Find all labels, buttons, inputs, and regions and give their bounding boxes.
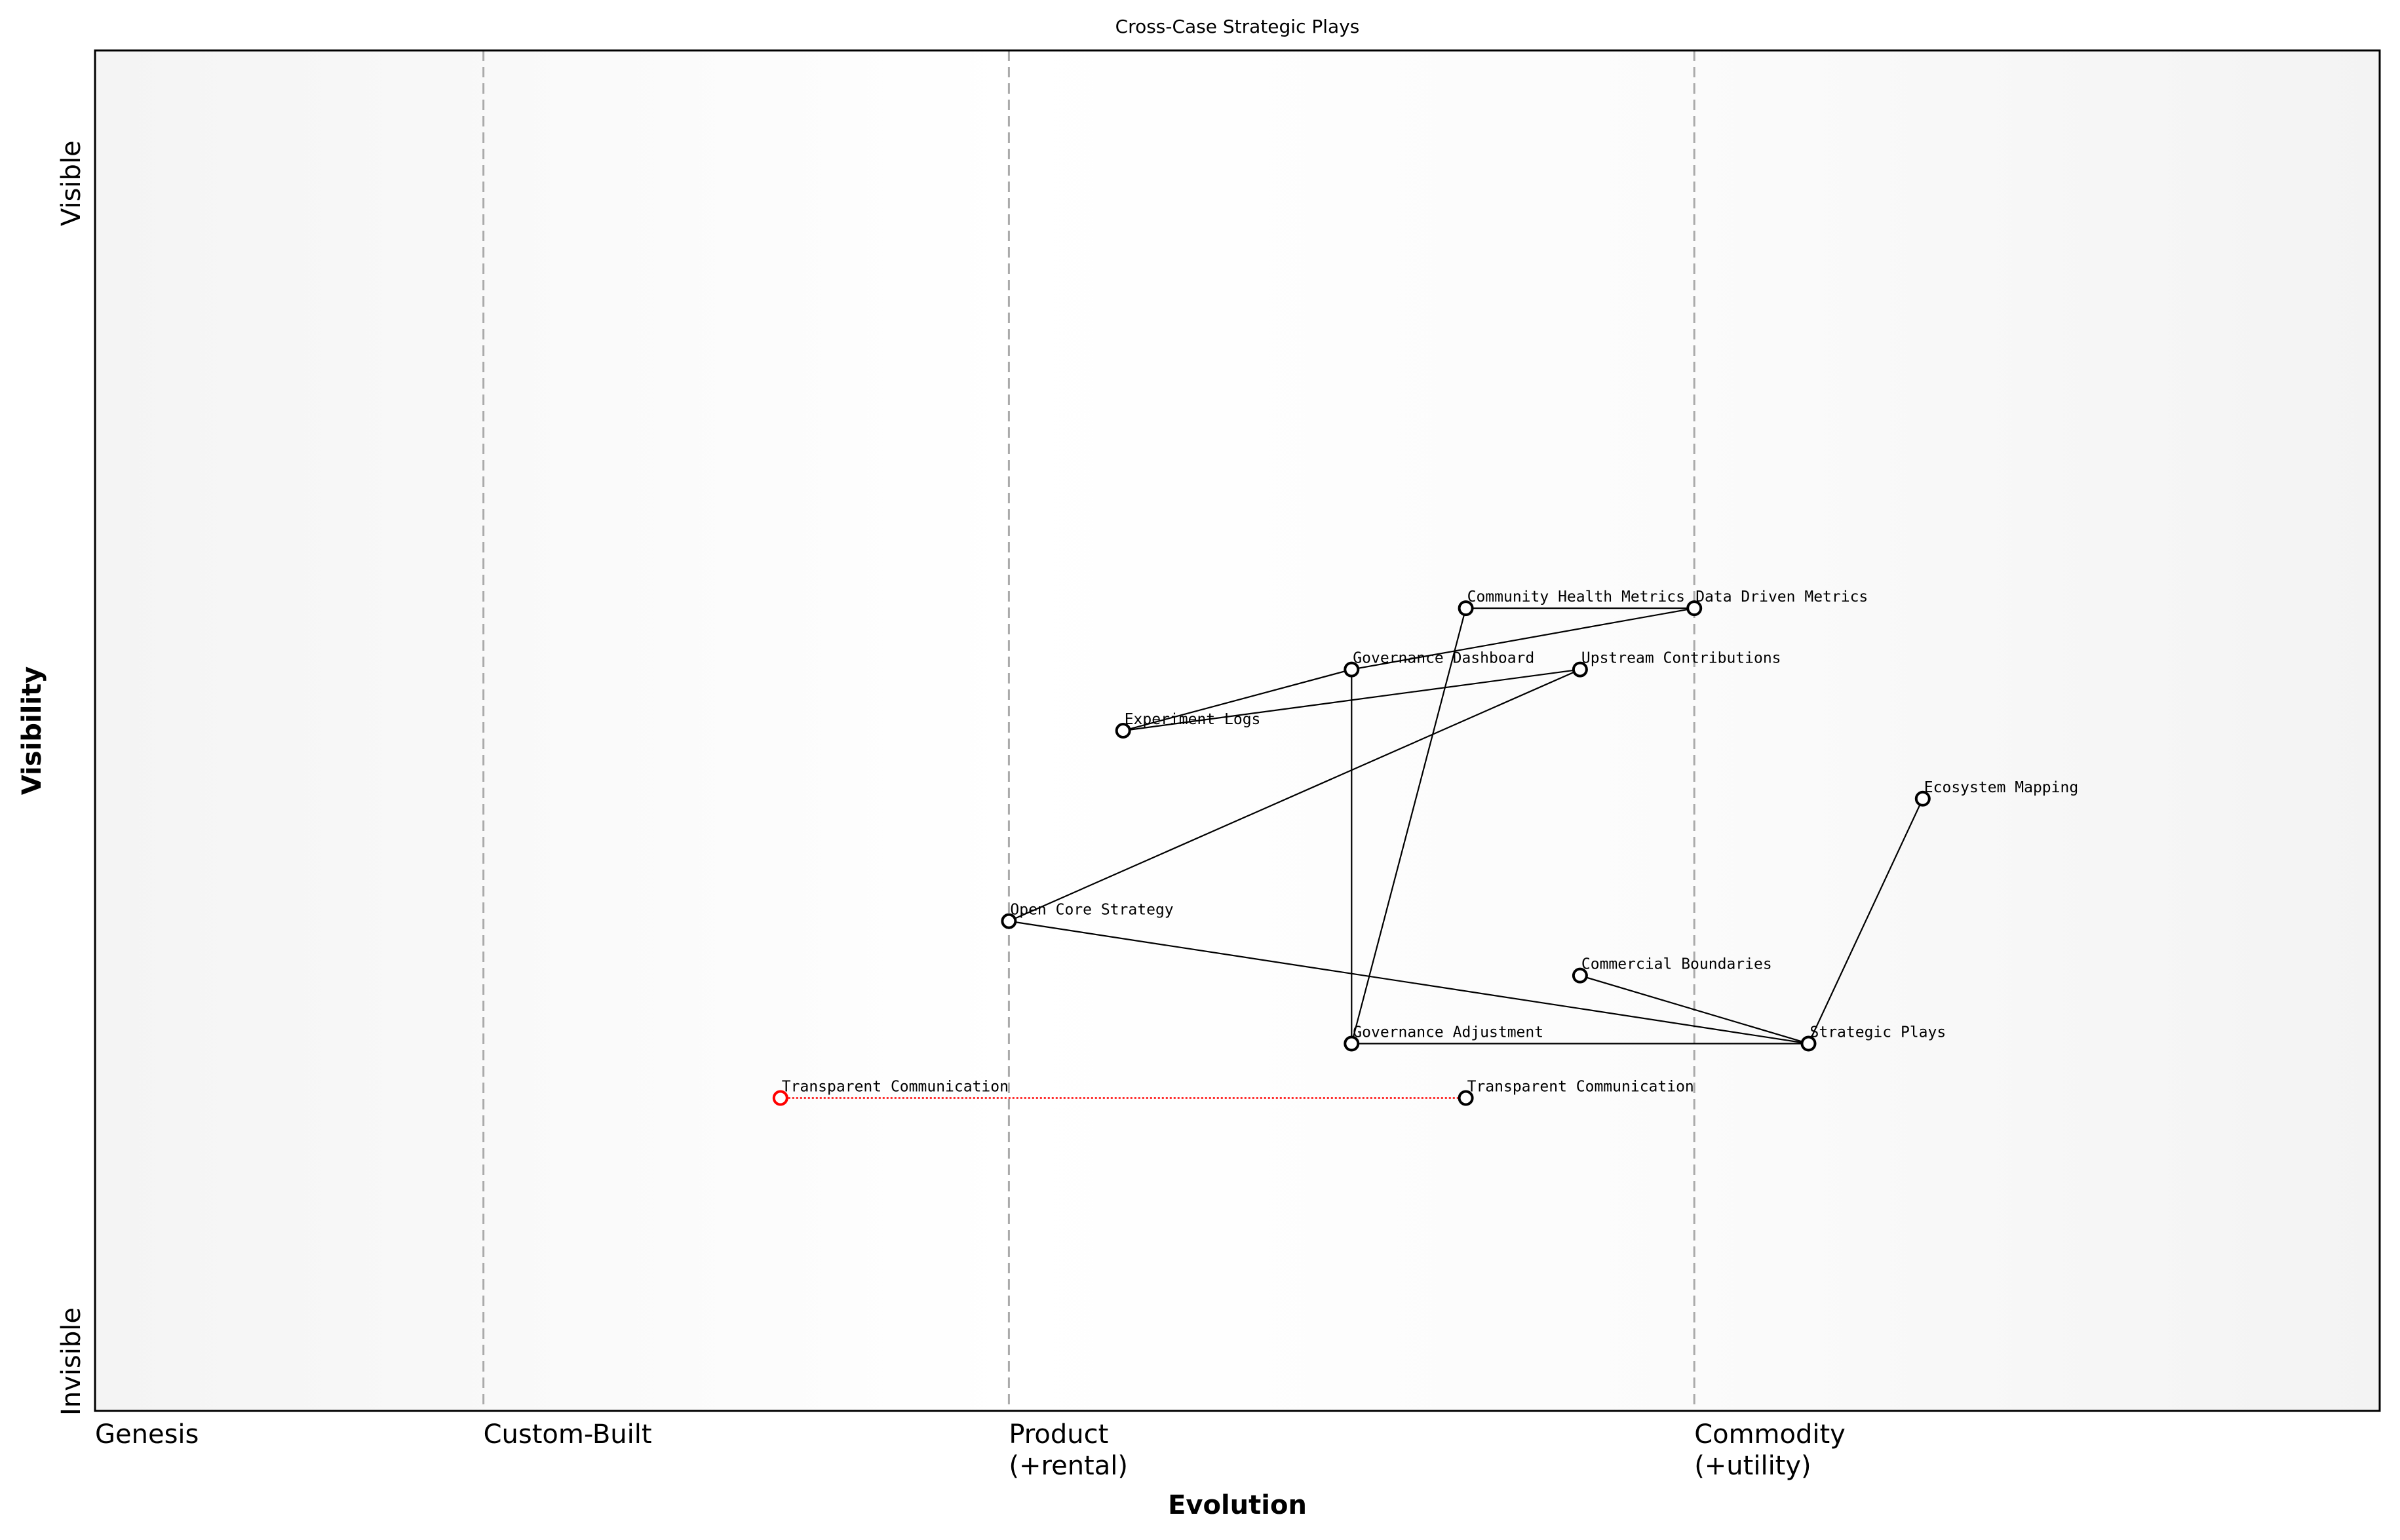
component-label: Strategic Plays	[1810, 1024, 1946, 1041]
component-node[interactable]: Upstream Contributions	[1572, 650, 1781, 678]
component-node[interactable]: Open Core Strategy	[1001, 902, 1174, 929]
component-marker[interactable]	[1001, 913, 1017, 929]
component-node[interactable]: Experiment Logs	[1115, 711, 1261, 739]
stage-label: Commodity	[1694, 1419, 1846, 1450]
component-marker[interactable]	[1572, 661, 1588, 678]
dependency-link	[1808, 798, 1924, 1044]
x-axis-label: Evolution	[1168, 1490, 1307, 1520]
component-node[interactable]: Data Driven Metrics	[1686, 588, 1868, 617]
y-bottom-label: Invisible	[56, 1307, 87, 1415]
component-label: Governance Adjustment	[1353, 1024, 1543, 1041]
stage-sublabel: (+rental)	[1009, 1451, 1128, 1481]
component-node[interactable]: Ecosystem Mapping	[1914, 779, 2078, 807]
component-marker[interactable]	[1914, 790, 1931, 807]
component-label: Ecosystem Mapping	[1924, 779, 2078, 796]
dependency-link	[1579, 974, 1809, 1045]
dependency-link	[1123, 668, 1352, 732]
component-marker[interactable]	[1572, 967, 1588, 984]
dependency-link	[1351, 607, 1467, 1044]
component-label: Upstream Contributions	[1581, 650, 1781, 667]
component-marker[interactable]	[1344, 1035, 1360, 1052]
component-node[interactable]: Transparent Communication	[1458, 1079, 1694, 1106]
chart-title: Cross-Case Strategic Plays	[1115, 16, 1360, 37]
stage-label: Genesis	[95, 1419, 199, 1450]
component-label: Transparent Communication	[782, 1079, 1009, 1096]
component-node[interactable]: Governance Dashboard	[1344, 650, 1534, 678]
component-marker[interactable]	[1458, 1090, 1474, 1106]
component-label: Open Core Strategy	[1010, 902, 1173, 919]
component-node[interactable]: Governance Adjustment	[1344, 1024, 1543, 1052]
component-label: Transparent Communication	[1467, 1079, 1694, 1096]
component-marker[interactable]	[1458, 600, 1474, 617]
plot-area	[95, 50, 2380, 1411]
component-node[interactable]: Commercial Boundaries	[1572, 956, 1772, 984]
component-label: Experiment Logs	[1125, 711, 1261, 728]
component-label: Governance Dashboard	[1353, 650, 1534, 667]
stage-label: Custom-Built	[484, 1419, 652, 1450]
component-label: Commercial Boundaries	[1581, 956, 1772, 973]
dependency-link	[1009, 920, 1809, 1045]
plot-frame	[94, 49, 2381, 1412]
component-node[interactable]: Transparent Communication	[772, 1079, 1009, 1106]
y-axis-label: Visibility	[17, 666, 47, 795]
component-marker[interactable]	[772, 1090, 788, 1106]
component-label: Data Driven Metrics	[1695, 588, 1868, 606]
dependency-link	[1351, 607, 1695, 670]
dependency-link	[1008, 668, 1581, 922]
component-node[interactable]: Community Health Metrics	[1458, 588, 1685, 617]
component-node[interactable]: Strategic Plays	[1800, 1024, 1946, 1052]
component-marker[interactable]	[1800, 1035, 1817, 1052]
component-label: Community Health Metrics	[1467, 588, 1685, 606]
component-marker[interactable]	[1686, 600, 1703, 617]
y-top-label: Visible	[56, 140, 87, 226]
stage-sublabel: (+utility)	[1694, 1451, 1811, 1481]
component-marker[interactable]	[1115, 723, 1131, 739]
stage-label: Product	[1009, 1419, 1108, 1450]
component-marker[interactable]	[1344, 661, 1360, 678]
